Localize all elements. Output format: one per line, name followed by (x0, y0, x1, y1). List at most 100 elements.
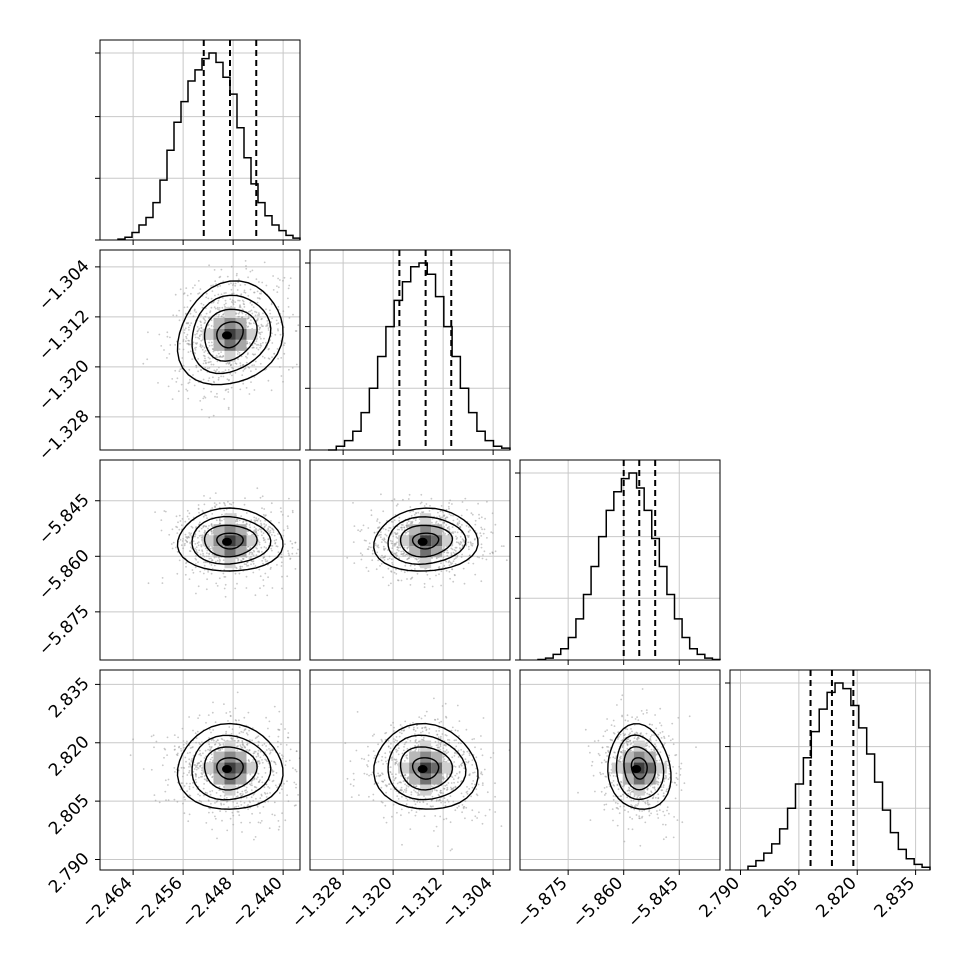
scatter-point (203, 495, 205, 497)
scatter-point (295, 786, 297, 789)
scatter-point (360, 529, 363, 531)
scatter-point (611, 808, 614, 810)
scatter-point (276, 285, 278, 287)
scatter-point (288, 554, 290, 557)
scatter-point (223, 398, 226, 400)
scatter-point (266, 594, 269, 597)
scatter-point (259, 336, 261, 338)
scatter-point (295, 783, 297, 786)
scatter-point (252, 353, 255, 356)
scatter-point (213, 269, 216, 271)
scatter-point (211, 828, 214, 831)
scatter-point (491, 551, 494, 554)
scatter-point (362, 524, 365, 527)
scatter-point (194, 566, 197, 569)
scatter-point (489, 552, 491, 555)
scatter-point (286, 780, 288, 783)
scatter-point (277, 322, 280, 325)
scatter-point (186, 515, 189, 518)
scatter-point (166, 335, 169, 338)
scatter-point (198, 511, 200, 514)
scatter-point (615, 807, 618, 809)
scatter-point (178, 745, 181, 748)
scatter-point (166, 754, 169, 756)
scatter-point (264, 572, 267, 575)
scatter-point (401, 843, 403, 846)
scatter-point (267, 576, 269, 579)
scatter-point (186, 740, 188, 743)
scatter-point (174, 344, 177, 346)
scatter-point (154, 799, 157, 802)
scatter-point (230, 301, 233, 303)
scatter-point (172, 314, 175, 317)
scatter-point (258, 297, 261, 300)
scatter-point (462, 567, 465, 570)
scatter-point (163, 349, 165, 351)
scatter-point (403, 571, 406, 574)
scatter-point (230, 386, 233, 389)
scatter-point (664, 742, 666, 744)
scatter-point (478, 556, 480, 559)
scatter-point (268, 827, 271, 830)
scatter-point (224, 595, 227, 598)
scatter-point (268, 735, 271, 738)
density-peak (222, 331, 232, 340)
scatter-point (470, 512, 473, 515)
scatter-point (377, 527, 379, 529)
scatter-point (400, 808, 403, 811)
scatter-point (178, 319, 181, 322)
scatter-point (277, 357, 279, 360)
scatter-point (597, 739, 600, 742)
scatter-point (651, 723, 653, 726)
scatter-point (262, 341, 264, 344)
scatter-point (353, 778, 355, 781)
scatter-point (192, 571, 195, 574)
scatter-point (400, 579, 403, 582)
scatter-point (208, 344, 211, 347)
scatter-point (232, 814, 235, 817)
scatter-point (273, 705, 276, 708)
scatter-point (423, 815, 426, 817)
scatter-point (472, 562, 475, 565)
scatter-point (267, 727, 269, 730)
scatter-point (184, 327, 187, 330)
scatter-point (196, 730, 199, 733)
scatter-point (372, 793, 375, 796)
scatter-point (218, 307, 221, 309)
scatter-point (202, 387, 205, 390)
scatter-point (237, 312, 240, 315)
scatter-point (215, 582, 218, 585)
scatter-point (200, 339, 203, 342)
scatter-point (282, 380, 284, 383)
scatter-point (494, 811, 497, 813)
scatter-point (154, 511, 157, 513)
scatter-point (370, 546, 372, 549)
scatter-point (222, 572, 225, 575)
scatter-point (659, 732, 662, 734)
scatter-point (438, 721, 441, 724)
scatter-point (213, 369, 216, 372)
scatter-point (253, 291, 255, 294)
scatter-point (208, 416, 211, 419)
scatter-point (173, 798, 176, 801)
scatter-point (375, 568, 378, 571)
scatter-point (234, 301, 237, 303)
scatter-point (640, 710, 643, 712)
scatter-point (177, 736, 180, 739)
scatter-point (271, 356, 273, 359)
scatter-point (192, 315, 195, 318)
scatter-point (278, 710, 281, 713)
scatter-point (164, 748, 167, 751)
scatter-point (350, 796, 353, 798)
scatter-point (166, 357, 168, 359)
scatter-point (452, 580, 455, 583)
scatter-point (188, 518, 190, 520)
scatter-point (239, 284, 242, 286)
scatter-point (404, 720, 407, 723)
scatter-point (288, 759, 291, 762)
scatter-point (577, 791, 579, 794)
scatter-point (357, 529, 359, 532)
scatter-point (263, 261, 266, 264)
scatter-point (474, 519, 477, 522)
scatter-point (297, 324, 300, 327)
